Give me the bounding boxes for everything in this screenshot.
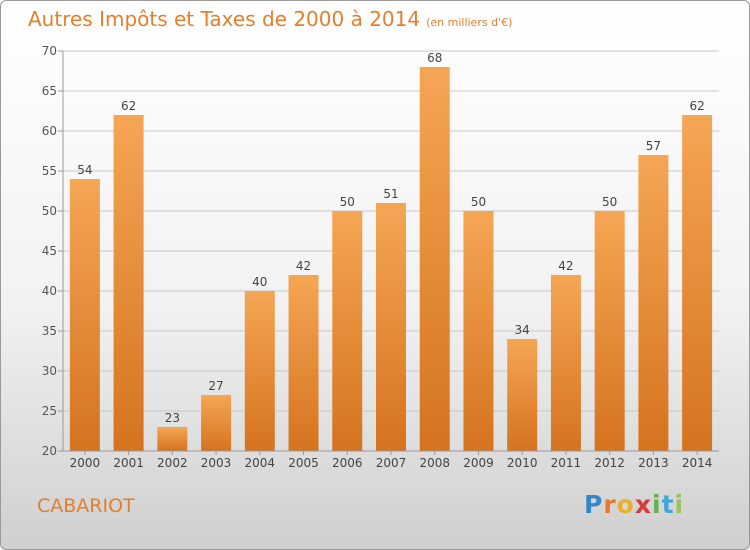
bar-2014 (682, 115, 713, 451)
data-label: 57 (646, 139, 661, 153)
data-label: 34 (515, 323, 530, 337)
bar-2010 (507, 339, 538, 451)
bars (69, 67, 713, 451)
bar-2002 (157, 427, 188, 451)
x-tick-labels: 2000 2001 2002 2003 2004 2005 2006 2007 2008 2009… (70, 451, 713, 470)
x-tick-label: 2001 (113, 456, 144, 470)
data-label: 50 (602, 195, 617, 209)
x-tick-label: 2008 (419, 456, 450, 470)
chart-title: Autres Impôts et Taxes de 2000 à 2014 (28, 7, 421, 31)
data-label: 23 (165, 411, 180, 425)
chart-unit-note: (en milliers d'€) (426, 16, 513, 29)
bar-2001 (113, 115, 144, 451)
x-tick-label: 2006 (332, 456, 363, 470)
bar-2005 (288, 275, 319, 451)
bar-2011 (550, 275, 581, 451)
data-label: 51 (383, 187, 398, 201)
y-tick-label: 25 (42, 404, 57, 418)
x-tick-label: 2009 (463, 456, 494, 470)
x-tick-label: 2004 (245, 456, 276, 470)
x-tick-label: 2014 (682, 456, 713, 470)
data-label: 62 (689, 99, 704, 113)
x-tick-label: 2013 (638, 456, 669, 470)
data-label: 42 (558, 259, 573, 273)
y-tick-label: 20 (42, 444, 57, 458)
x-tick-label: 2003 (201, 456, 232, 470)
y-tick-label: 60 (42, 124, 57, 138)
x-tick-label: 2012 (594, 456, 625, 470)
y-tick-label: 65 (42, 84, 57, 98)
x-tick-label: 2002 (157, 456, 188, 470)
y-tick-label: 30 (42, 364, 57, 378)
y-tick-label: 50 (42, 204, 57, 218)
data-label: 62 (121, 99, 136, 113)
data-labels: 54 62 23 27 40 42 50 51 68 50 34 42 50 57 62 (77, 51, 705, 425)
data-label: 50 (340, 195, 355, 209)
commune-name: CABARIOT (37, 495, 135, 517)
bar-2000 (69, 179, 100, 451)
y-tick-label: 35 (42, 324, 57, 338)
x-tick-label: 2000 (70, 456, 101, 470)
y-tick-label: 45 (42, 244, 57, 258)
x-tick-label: 2005 (288, 456, 319, 470)
bar-2006 (332, 211, 363, 451)
chart-title-block: Autres Impôts et Taxes de 2000 à 2014 (en… (28, 7, 512, 31)
y-tick-label: 55 (42, 164, 57, 178)
data-label: 50 (471, 195, 486, 209)
data-label: 54 (77, 163, 92, 177)
data-label: 40 (252, 275, 267, 289)
y-tick-labels: 20 25 30 35 40 45 50 55 60 65 70 (42, 44, 63, 458)
x-tick-label: 2007 (376, 456, 407, 470)
axes (62, 51, 719, 452)
y-tick-label: 70 (42, 44, 57, 58)
data-label: 68 (427, 51, 442, 65)
y-tick-label: 40 (42, 284, 57, 298)
bar-2009 (463, 211, 494, 451)
bar-2004 (244, 291, 275, 451)
x-tick-label: 2010 (507, 456, 538, 470)
data-label: 27 (208, 379, 223, 393)
bar-2013 (638, 155, 669, 451)
bar-2007 (376, 203, 406, 451)
bar-2003 (201, 395, 232, 451)
bar-2008 (419, 67, 450, 451)
proxiti-logo: Proxiti (584, 490, 685, 519)
x-tick-label: 2011 (551, 456, 582, 470)
bar-2012 (594, 211, 625, 451)
data-label: 42 (296, 259, 311, 273)
